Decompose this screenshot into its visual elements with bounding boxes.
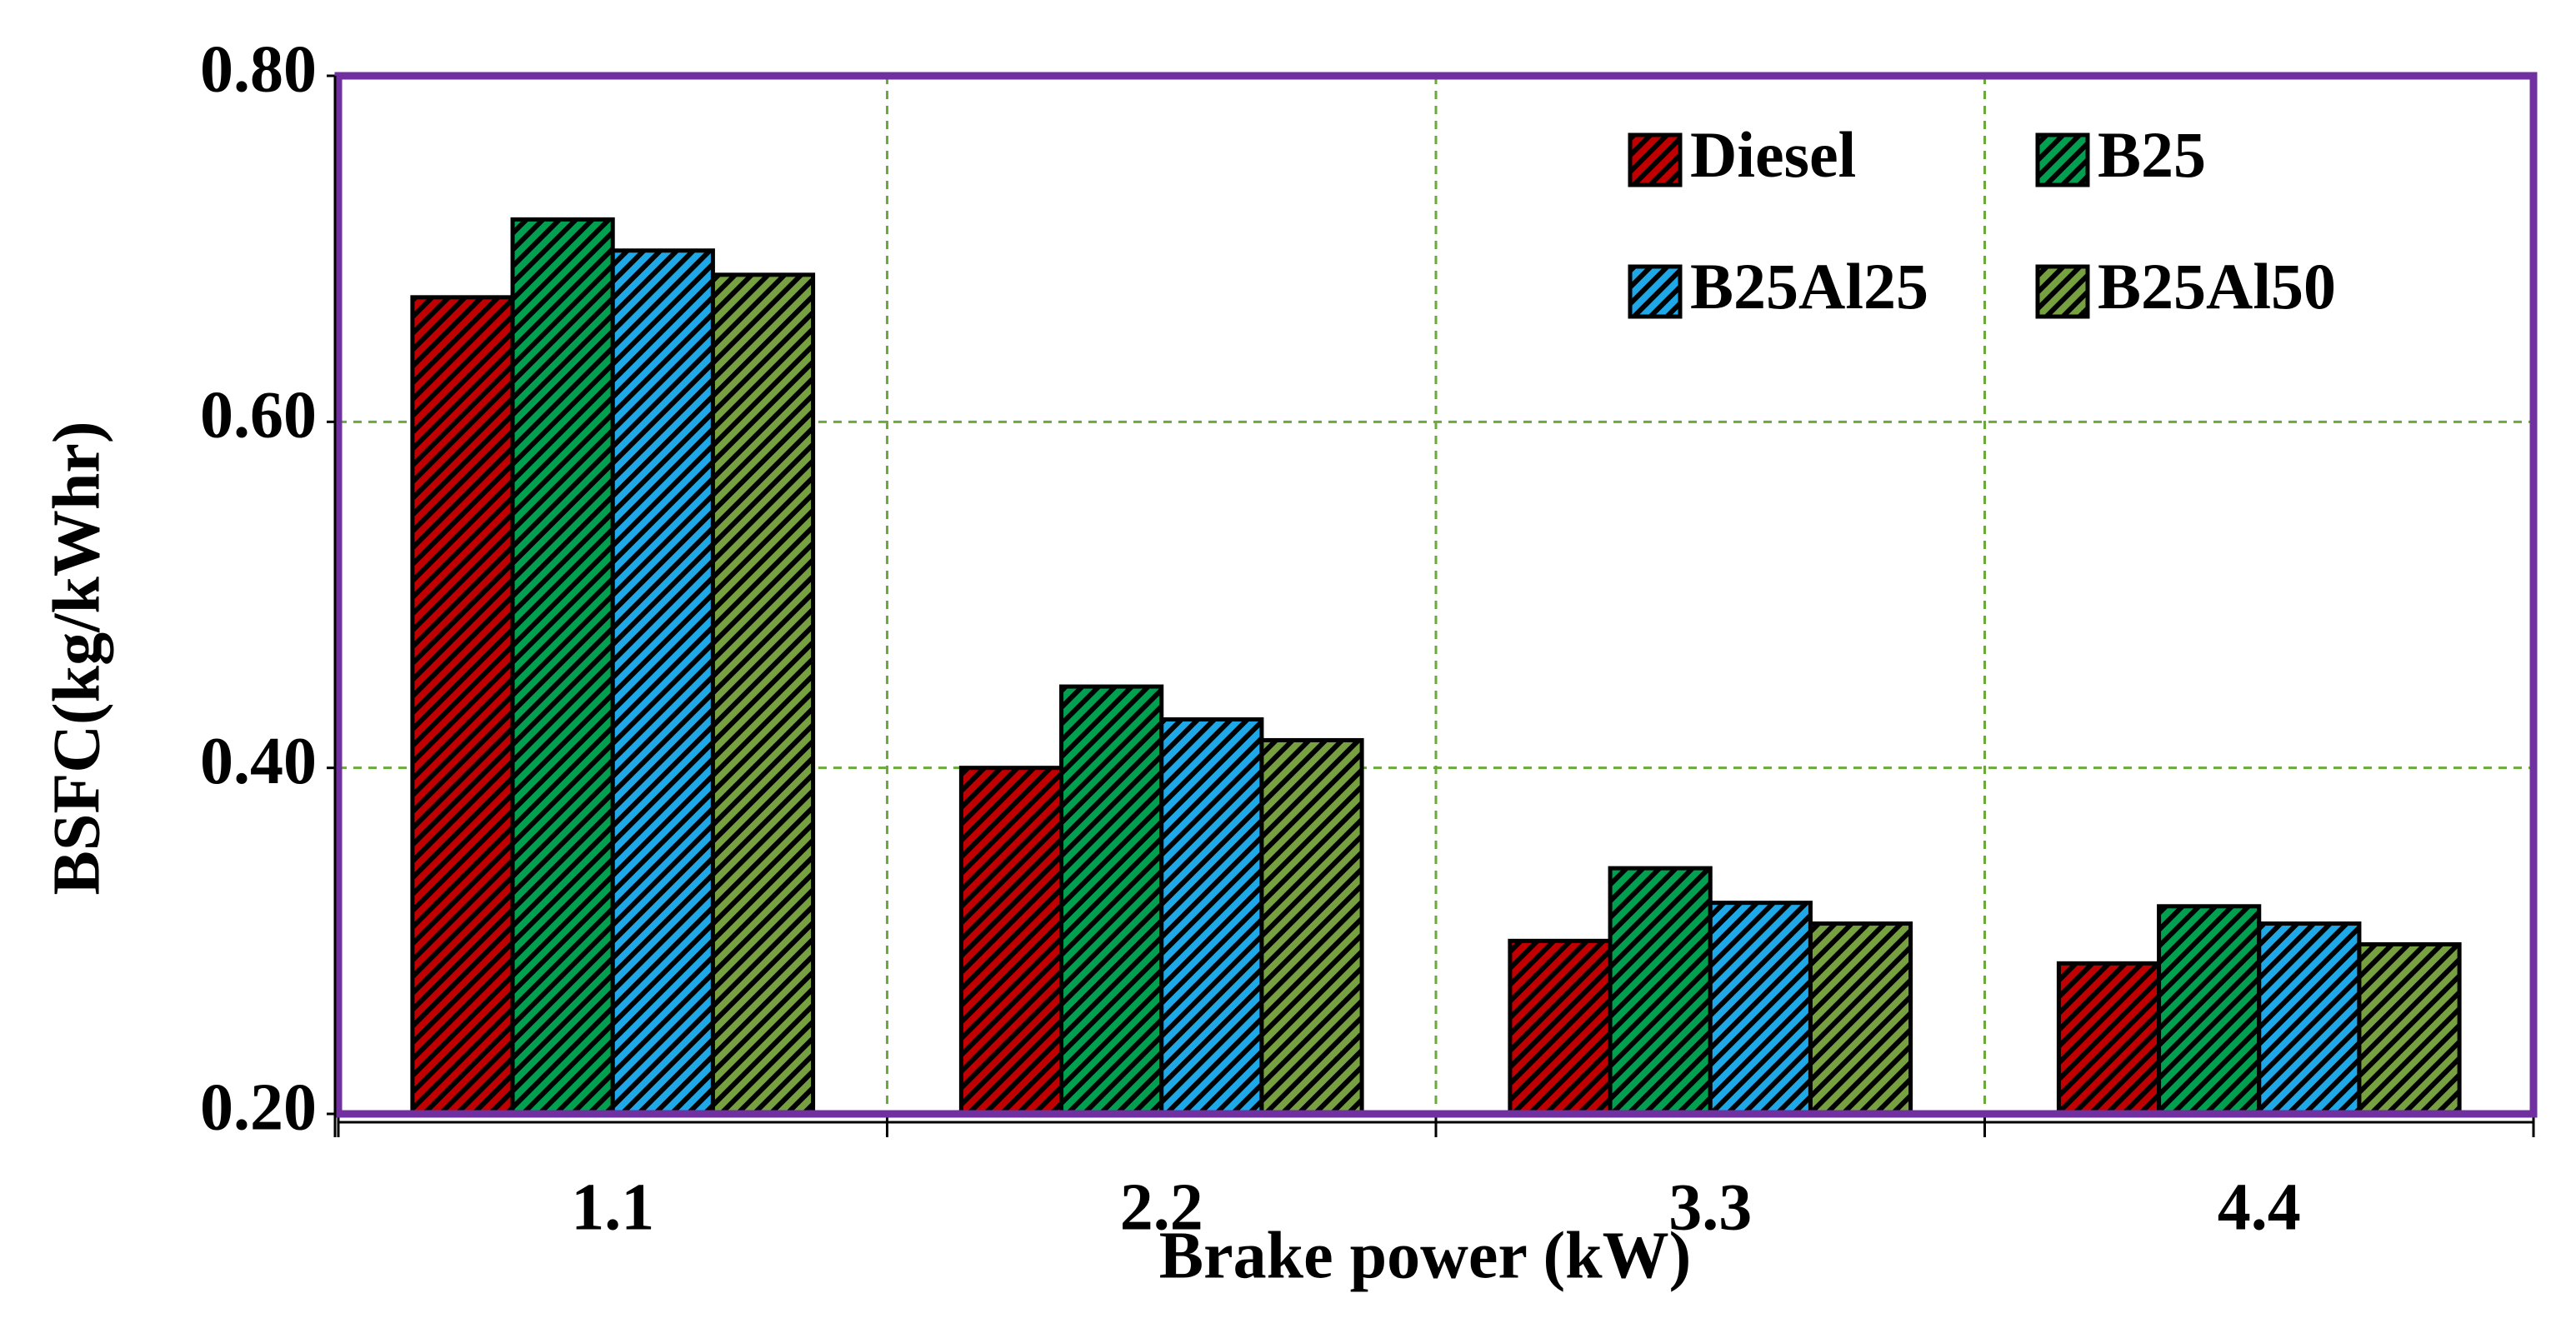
- bar: [710, 272, 816, 1116]
- y-axis-title: BSFC(kg/kWhr): [40, 422, 113, 896]
- legend-label: B25: [2098, 118, 2206, 191]
- bar: [1608, 866, 1713, 1116]
- y-tick-label: 0.40: [200, 725, 317, 798]
- legend-label: B25Al50: [2098, 250, 2336, 322]
- plot-frame: [334, 72, 2538, 1118]
- bar: [510, 217, 615, 1116]
- bar: [2357, 941, 2462, 1116]
- bar: [958, 766, 1064, 1116]
- legend-swatch: [1628, 264, 1683, 319]
- bar: [1259, 737, 1364, 1116]
- legend-swatch: [2035, 264, 2090, 319]
- y-tick-label: 0.60: [200, 379, 317, 452]
- bar: [1808, 921, 1913, 1116]
- y-tick-label: 0.80: [200, 32, 317, 106]
- bar: [410, 295, 515, 1116]
- bar: [1159, 717, 1264, 1116]
- x-axis-title: Brake power (kW): [1159, 1219, 1691, 1292]
- y-tick-label: 0.20: [200, 1071, 317, 1144]
- x-tick-label: 3.3: [1668, 1171, 1752, 1244]
- bar: [1059, 684, 1164, 1116]
- bar: [1708, 901, 1813, 1116]
- bar: [2056, 961, 2162, 1116]
- bar: [1508, 938, 1613, 1116]
- legend-swatch: [2035, 132, 2090, 187]
- legend-swatch: [1628, 132, 1683, 187]
- bar: [2257, 921, 2362, 1116]
- legend-label: B25Al25: [1690, 250, 1928, 322]
- x-tick-label: 1.1: [571, 1171, 654, 1244]
- bar: [2157, 904, 2262, 1116]
- bar: [610, 248, 715, 1116]
- legend-label: Diesel: [1690, 118, 1856, 191]
- x-tick-label: 2.2: [1120, 1171, 1203, 1244]
- x-tick-label: 4.4: [2218, 1171, 2301, 1244]
